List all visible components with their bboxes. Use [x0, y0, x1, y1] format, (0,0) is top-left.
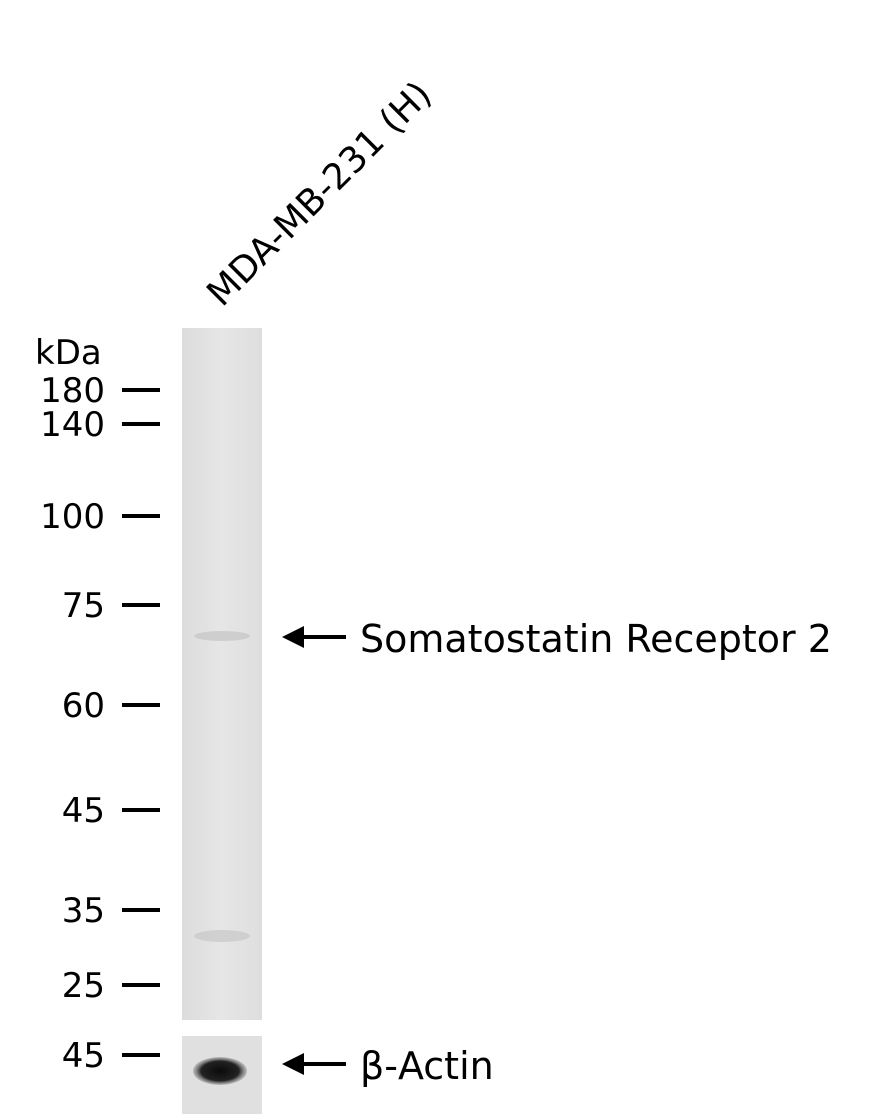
loading-control-annotation: β-Actin — [360, 1044, 494, 1088]
marker-label: 60 — [62, 686, 105, 726]
marker-label: 75 — [62, 586, 105, 626]
arrow — [282, 626, 346, 648]
upper-blot-lane — [182, 328, 262, 1020]
target-band — [194, 631, 250, 641]
faint-band — [194, 930, 250, 942]
marker-label: 45 — [62, 1036, 105, 1076]
arrow — [282, 1053, 346, 1075]
marker-label: 100 — [40, 497, 105, 537]
marker-label: 35 — [62, 891, 105, 931]
marker-label: 25 — [62, 966, 105, 1006]
marker-label: 180 — [40, 371, 105, 411]
marker-label: 140 — [40, 405, 105, 445]
marker-label: 45 — [62, 791, 105, 831]
lane-label: MDA-MB-231 (H) — [199, 74, 439, 314]
target-annotation: Somatostatin Receptor 2 — [360, 617, 832, 661]
unit-label: kDa — [35, 333, 102, 373]
actin-band — [193, 1057, 247, 1085]
